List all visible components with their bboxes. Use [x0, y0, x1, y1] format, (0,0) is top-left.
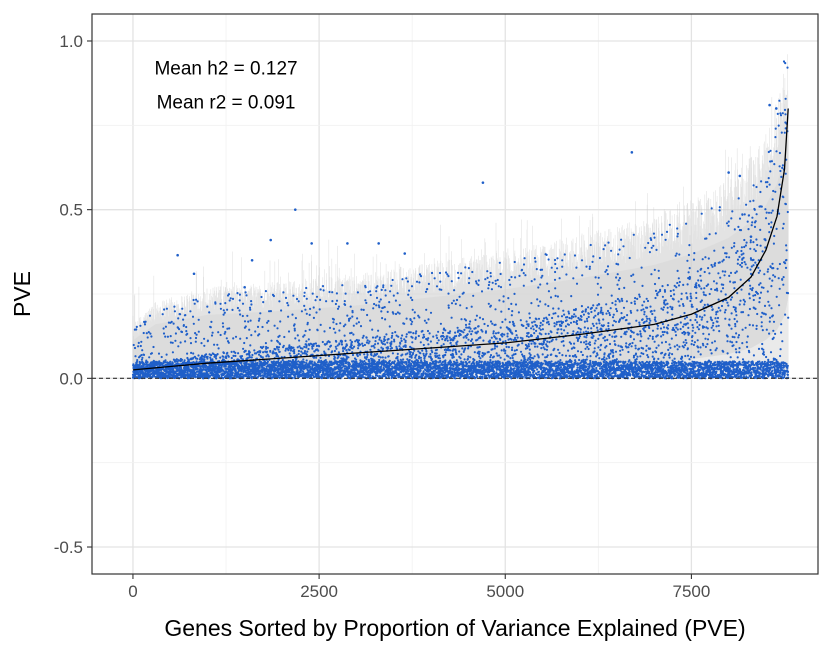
gene-point — [738, 174, 742, 178]
point-cloud — [131, 60, 790, 380]
gene-point — [775, 107, 778, 110]
gene-point — [727, 171, 730, 174]
gene-point — [310, 242, 313, 245]
gene-point — [293, 208, 297, 211]
gene-point — [377, 242, 380, 245]
gene-point — [403, 252, 407, 255]
axis-ticks: 0 2500 5000 7500 -0.5 0.0 0.5 1.0 — [54, 32, 711, 601]
y-tick-label: 0.0 — [59, 369, 83, 388]
gene-point — [269, 238, 273, 242]
x-tick-label: 0 — [128, 582, 137, 601]
annotations: Mean h2 = 0.127 Mean r2 = 0.091 — [154, 59, 297, 114]
x-tick-label: 2500 — [300, 582, 338, 601]
gene-point — [768, 103, 771, 107]
panel-border — [91, 13, 819, 575]
gene-point — [176, 253, 179, 257]
gene-point — [192, 272, 196, 276]
gene-point — [346, 242, 349, 245]
gene-point — [243, 285, 246, 289]
y-tick-label: 0.5 — [59, 201, 83, 220]
pve-curve-line — [132, 108, 789, 371]
y-tick-label: -0.5 — [54, 538, 83, 557]
gene-point — [749, 235, 753, 238]
gene-point — [250, 258, 254, 262]
x-axis-title: Genes Sorted by Proportion of Variance E… — [164, 615, 745, 641]
gene-point — [630, 151, 634, 154]
gene-point — [481, 181, 485, 184]
annotation-text: Mean r2 = 0.091 — [157, 92, 296, 113]
y-axis-title: PVE — [9, 271, 35, 317]
gene-points — [131, 60, 790, 380]
x-tick-label: 7500 — [673, 582, 711, 601]
annotation-text: Mean h2 = 0.127 — [154, 59, 297, 80]
x-tick-label: 5000 — [486, 582, 524, 601]
y-tick-label: 1.0 — [59, 32, 83, 51]
sorted-pve-curve — [132, 108, 789, 371]
